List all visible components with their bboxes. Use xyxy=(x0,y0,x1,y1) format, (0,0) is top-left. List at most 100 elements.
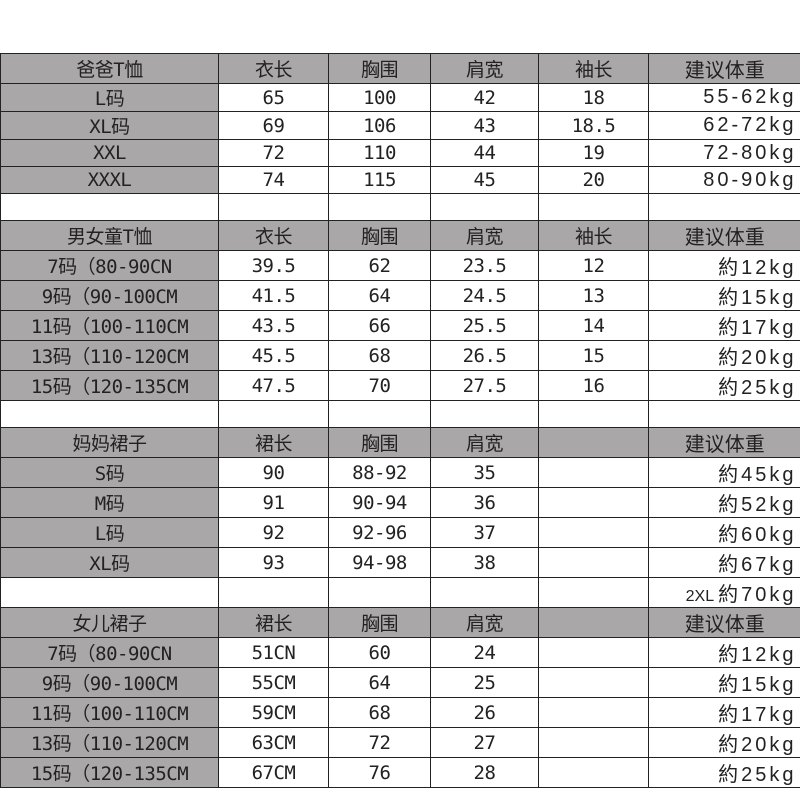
cell-weight: 約25kg xyxy=(648,757,800,788)
blank-row xyxy=(0,193,800,221)
cell-chest: 胸围 xyxy=(328,607,431,638)
cell-length: 39.5 xyxy=(218,250,329,281)
cell-chest: 94-98 xyxy=(328,547,431,578)
cell-size: 爸爸T恤 xyxy=(0,53,219,84)
cell-sleeve: 13 xyxy=(538,280,649,311)
cell-shoulder: 24.5 xyxy=(430,280,539,311)
cell-chest: 66 xyxy=(328,310,431,341)
cell-weight: 55-62kg xyxy=(648,83,800,112)
table-row: XL码 69 106 43 18.5 62-72kg xyxy=(0,111,800,140)
cell-sleeve: 20 xyxy=(538,166,649,194)
size-label: 2XL xyxy=(685,588,715,605)
cell-size: XL码 xyxy=(0,111,219,140)
cell-shoulder: 43 xyxy=(430,111,539,140)
empty-cell xyxy=(0,577,219,608)
cell-shoulder: 38 xyxy=(430,547,539,578)
cell-shoulder: 23.5 xyxy=(430,250,539,281)
cell-size: 9码（90-100CM xyxy=(0,667,219,698)
cell-weight: 約12kg xyxy=(648,250,800,281)
cell-sleeve: 18.5 xyxy=(538,111,649,140)
cell-size: 女儿裙子 xyxy=(0,607,219,638)
table-row: 7码（80-90CN 39.5 62 23.5 12 約12kg xyxy=(0,250,800,281)
empty-cell xyxy=(0,193,219,221)
cell-length: 衣长 xyxy=(218,220,329,251)
table-row: L码 65 100 42 18 55-62kg xyxy=(0,83,800,112)
cell-size: 男女童T恤 xyxy=(0,220,219,251)
cell-sleeve: 19 xyxy=(538,139,649,167)
cell-sleeve xyxy=(538,487,649,518)
empty-cell xyxy=(0,400,219,428)
empty-cell xyxy=(430,193,539,221)
cell-size: XXXL xyxy=(0,166,219,194)
cell-shoulder: 24 xyxy=(430,637,539,668)
cell-length: 67CM xyxy=(218,757,329,788)
cell-shoulder: 肩宽 xyxy=(430,53,539,84)
table-row: 15码（120-135CM 67CM 76 28 約25kg xyxy=(0,757,800,788)
cell-shoulder: 27.5 xyxy=(430,370,539,401)
cell-weight: 約17kg xyxy=(648,697,800,728)
table-row: 11码（100-110CM 59CM 68 26 約17kg xyxy=(0,697,800,728)
cell-weight: 建议体重 xyxy=(648,427,800,458)
cell-chest: 72 xyxy=(328,727,431,758)
empty-cell xyxy=(328,193,431,221)
empty-cell xyxy=(218,193,329,221)
cell-shoulder: 37 xyxy=(430,517,539,548)
table-row: XXL 72 110 44 19 72-80kg xyxy=(0,139,800,167)
cell-size: 13码（110-120CM xyxy=(0,340,219,371)
cell-weight: 約15kg xyxy=(648,280,800,311)
cell-weight: 約52kg xyxy=(648,487,800,518)
empty-cell xyxy=(218,577,329,608)
cell-size: 7码（80-90CN xyxy=(0,637,219,668)
cell-chest: 64 xyxy=(328,667,431,698)
cell-chest: 76 xyxy=(328,757,431,788)
empty-cell xyxy=(538,577,649,608)
cell-sleeve xyxy=(538,547,649,578)
empty-cell: 2XL 約70kg xyxy=(648,577,800,608)
cell-length: 65 xyxy=(218,83,329,112)
empty-cell xyxy=(218,400,329,428)
cell-size: S码 xyxy=(0,457,219,488)
cell-length: 47.5 xyxy=(218,370,329,401)
cell-chest: 62 xyxy=(328,250,431,281)
cell-chest: 胸围 xyxy=(328,53,431,84)
cell-weight: 約45kg xyxy=(648,457,800,488)
section-header-row: 妈妈裙子 裙长 胸围 肩宽 建议体重 xyxy=(0,427,800,458)
section-header-row: 女儿裙子 裙长 胸围 肩宽 建议体重 xyxy=(0,607,800,638)
table-row: L码 92 92-96 37 約60kg xyxy=(0,517,800,548)
cell-weight: 約20kg xyxy=(648,727,800,758)
cell-weight: 約17kg xyxy=(648,310,800,341)
cell-weight: 約67kg xyxy=(648,547,800,578)
cell-weight: 建议体重 xyxy=(648,607,800,638)
table-row: 11码（100-110CM 43.5 66 25.5 14 約17kg xyxy=(0,310,800,341)
cell-length: 55CM xyxy=(218,667,329,698)
cell-size: 11码（100-110CM xyxy=(0,310,219,341)
cell-length: 91 xyxy=(218,487,329,518)
cell-weight: 約60kg xyxy=(648,517,800,548)
cell-weight: 建议体重 xyxy=(648,220,800,251)
cell-chest: 100 xyxy=(328,83,431,112)
cell-length: 裙长 xyxy=(218,607,329,638)
cell-sleeve xyxy=(538,637,649,668)
cell-chest: 88-92 xyxy=(328,457,431,488)
table-row: 13码（110-120CM 45.5 68 26.5 15 約20kg xyxy=(0,340,800,371)
cell-length: 裙长 xyxy=(218,427,329,458)
cell-sleeve: 18 xyxy=(538,83,649,112)
cell-sleeve: 16 xyxy=(538,370,649,401)
cell-shoulder: 肩宽 xyxy=(430,427,539,458)
cell-sleeve xyxy=(538,427,649,458)
empty-cell xyxy=(328,577,431,608)
cell-chest: 115 xyxy=(328,166,431,194)
cell-chest: 92-96 xyxy=(328,517,431,548)
cell-shoulder: 26 xyxy=(430,697,539,728)
section-header-row: 男女童T恤 衣长 胸围 肩宽 袖长 建议体重 xyxy=(0,220,800,251)
empty-cell xyxy=(538,400,649,428)
cell-weight: 建议体重 xyxy=(648,53,800,84)
cell-shoulder: 肩宽 xyxy=(430,220,539,251)
cell-chest: 110 xyxy=(328,139,431,167)
table-row: M码 91 90-94 36 約52kg xyxy=(0,487,800,518)
table-row: 15码（120-135CM 47.5 70 27.5 16 約25kg xyxy=(0,370,800,401)
cell-shoulder: 28 xyxy=(430,757,539,788)
cell-sleeve xyxy=(538,517,649,548)
cell-size: 15码（120-135CM xyxy=(0,757,219,788)
cell-shoulder: 25 xyxy=(430,667,539,698)
